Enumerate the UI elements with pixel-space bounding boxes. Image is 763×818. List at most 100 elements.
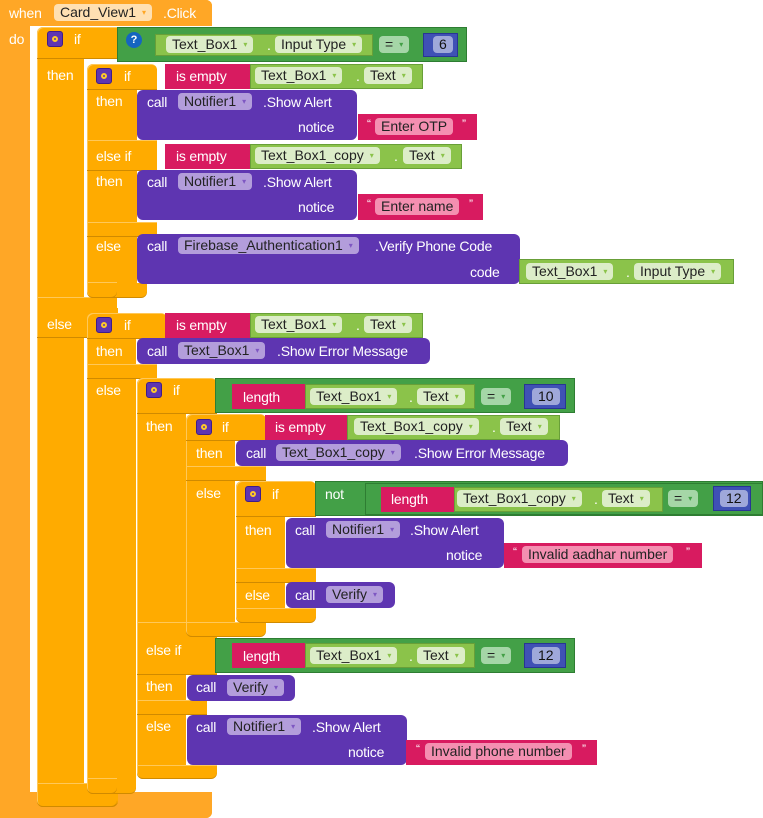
property-dropdown[interactable]: Input Type ▾ [275, 36, 363, 53]
chevron-down-icon: ▾ [454, 651, 459, 660]
is-empty-label: is empty [176, 68, 227, 84]
component-dropdown[interactable]: Notifier1 ▾ [178, 93, 253, 110]
chevron-down-icon: ▾ [332, 71, 337, 80]
component-dropdown[interactable]: Text_Box1 ▾ [178, 342, 266, 359]
component-dropdown[interactable]: Text_Box1 ▾ [310, 647, 398, 664]
component-dropdown[interactable]: Text_Box1_copy ▾ [354, 418, 479, 435]
is-empty-label: is empty [275, 419, 326, 435]
mutator-gear-icon[interactable] [96, 317, 112, 333]
open-quote: “ [513, 545, 517, 559]
mutator-gear-icon[interactable] [96, 68, 112, 84]
is-empty-block[interactable] [165, 313, 250, 338]
call-label: call [295, 587, 316, 603]
mutator-gear-icon[interactable] [47, 31, 63, 47]
notice-label: notice [446, 547, 483, 563]
chevron-down-icon: ▾ [501, 651, 506, 660]
operator-dropdown[interactable]: = ▾ [481, 388, 512, 405]
property-dropdown[interactable]: Text ▾ [417, 388, 465, 405]
number-value[interactable]: 10 [532, 388, 560, 405]
property-dropdown[interactable]: Input Type ▾ [634, 263, 722, 280]
dot-separator: . [394, 148, 398, 164]
dot-separator: . [356, 317, 360, 333]
chevron-down-icon: ▾ [537, 422, 542, 431]
is-empty-block[interactable] [165, 144, 250, 169]
property-dropdown[interactable]: Text ▾ [403, 147, 451, 164]
component-dropdown[interactable]: Notifier1 ▾ [227, 718, 302, 735]
property-dropdown[interactable]: Text ▾ [500, 418, 548, 435]
text-value[interactable]: Invalid aadhar number [522, 546, 674, 563]
component-dropdown[interactable]: Text_Box1_copy ▾ [276, 444, 401, 461]
chevron-down-icon: ▾ [243, 40, 248, 49]
mutator-gear-icon[interactable] [146, 382, 162, 398]
mutator-gear-icon[interactable] [245, 486, 261, 502]
component-dropdown[interactable]: Firebase_Authentication1 ▾ [178, 237, 359, 254]
component-dropdown[interactable]: Text_Box1_copy ▾ [255, 147, 380, 164]
is-empty-block[interactable] [265, 415, 347, 440]
chevron-down-icon: ▾ [291, 722, 296, 731]
is-empty-block[interactable] [165, 64, 250, 89]
if-label: if [124, 68, 131, 84]
length-block[interactable] [232, 384, 307, 409]
close-quote: ” [469, 197, 473, 211]
call-label: call [147, 343, 168, 359]
procedure-dropdown[interactable]: Verify ▾ [326, 586, 384, 603]
component-dropdown[interactable]: Text_Box1 ▾ [526, 263, 614, 280]
call-label: call [147, 238, 168, 254]
call-label: call [246, 445, 267, 461]
call-label: call [196, 719, 217, 735]
chevron-down-icon: ▾ [390, 448, 395, 457]
number-value[interactable]: 6 [433, 36, 453, 53]
length-block[interactable] [381, 487, 454, 512]
open-quote: “ [367, 117, 371, 131]
else-label: else [196, 485, 221, 501]
procedure-dropdown[interactable]: Verify ▾ [227, 679, 285, 696]
operator-dropdown[interactable]: = ▾ [379, 36, 410, 53]
chevron-down-icon: ▾ [387, 651, 392, 660]
component-dropdown[interactable]: Card_View1 ▾ [54, 4, 153, 21]
text-value[interactable]: Enter OTP [375, 118, 454, 135]
dot-separator: . [267, 37, 271, 53]
component-dropdown[interactable]: Text_Box1 ▾ [166, 36, 254, 53]
component-dropdown[interactable]: Text_Box1_copy ▾ [457, 490, 582, 507]
property-dropdown[interactable]: Text ▾ [364, 67, 412, 84]
length-block[interactable] [232, 643, 306, 668]
property-dropdown[interactable]: Text ▾ [602, 490, 650, 507]
mutator-gear-icon[interactable] [196, 419, 212, 435]
code-label: code [470, 264, 500, 280]
else-label: else [96, 382, 121, 398]
property-dropdown[interactable]: Text ▾ [364, 316, 412, 333]
then-label: then [96, 173, 123, 189]
text-value[interactable]: Invalid phone number [425, 743, 572, 760]
operator-dropdown[interactable]: = ▾ [668, 490, 699, 507]
notice-label: notice [298, 199, 335, 215]
component-dropdown[interactable]: Text_Box1 ▾ [310, 388, 398, 405]
help-icon[interactable]: ? [126, 32, 142, 48]
if-label: if [222, 419, 229, 435]
close-quote: ” [582, 742, 586, 756]
number-value[interactable]: 12 [532, 647, 560, 664]
chevron-down-icon: ▾ [399, 40, 404, 49]
if-block[interactable] [87, 313, 136, 793]
operator-dropdown[interactable]: = ▾ [481, 647, 512, 664]
length-label: length [243, 389, 280, 405]
component-dropdown[interactable]: Notifier1 ▾ [326, 521, 401, 538]
if-block[interactable] [186, 414, 235, 636]
method-name: .Show Alert [410, 522, 479, 538]
text-value[interactable]: Enter name [375, 198, 460, 215]
if-label: if [74, 31, 81, 47]
component-dropdown[interactable]: Text_Box1 ▾ [255, 316, 343, 333]
component-dropdown[interactable]: Text_Box1 ▾ [255, 67, 343, 84]
dot-separator: . [492, 419, 496, 435]
chevron-down-icon: ▾ [274, 683, 279, 692]
chevron-down-icon: ▾ [390, 525, 395, 534]
chevron-down-icon: ▾ [332, 320, 337, 329]
component-dropdown[interactable]: Notifier1 ▾ [178, 173, 253, 190]
call-label: call [147, 174, 168, 190]
chevron-down-icon: ▾ [242, 177, 247, 186]
notice-label: notice [348, 744, 385, 760]
method-name: .Show Alert [263, 94, 332, 110]
else-label: else [146, 718, 171, 734]
property-dropdown[interactable]: Text ▾ [417, 647, 465, 664]
call-label: call [196, 679, 217, 695]
number-value[interactable]: 12 [720, 490, 748, 507]
